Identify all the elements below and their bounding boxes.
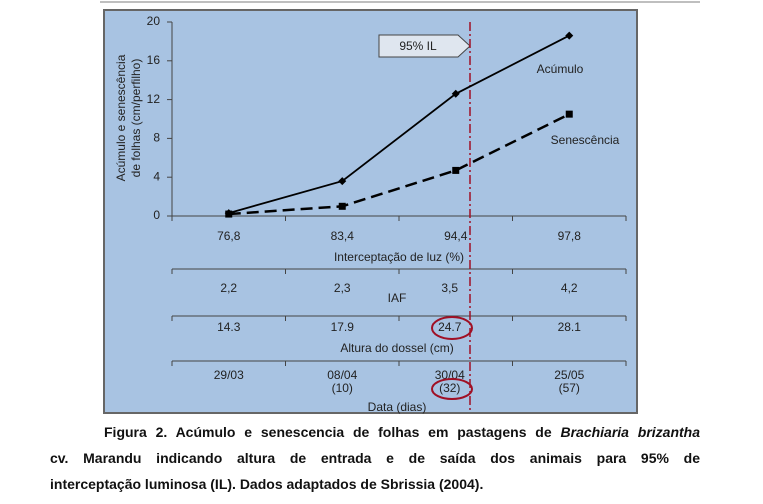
- row-subvalue: (57): [559, 381, 580, 395]
- x-tick-label: 97,8: [558, 229, 582, 243]
- x-tick-label: 94,4: [444, 229, 468, 243]
- caption-line: Figura 2. Acúmulo e senescencia de folha…: [104, 424, 700, 440]
- y-tick-label: 8: [153, 131, 160, 145]
- y-tick-label: 12: [147, 92, 161, 106]
- point: [452, 166, 460, 174]
- highlight: [431, 378, 473, 400]
- y-tick-label: 4: [153, 169, 160, 183]
- y-tick-label: 0: [153, 208, 160, 222]
- chart-frame: [103, 9, 638, 414]
- row-value: 17.9: [331, 320, 355, 334]
- point: [338, 177, 347, 186]
- y-axis-title: Acúmulo e senescência: [114, 54, 128, 181]
- row-subvalue: (10): [332, 381, 353, 395]
- y-axis-title: de folhas (cm/perfilho): [129, 59, 143, 178]
- series-line: [228, 34, 570, 214]
- row-value: 08/04: [327, 368, 357, 382]
- x-tick-label: 83,4: [331, 229, 355, 243]
- row-value: 14.3: [217, 320, 241, 334]
- caption-text: Figura 2. Acúmulo e senescencia de folha…: [104, 424, 552, 440]
- legend-label: Acúmulo: [537, 62, 584, 76]
- x-tick-label: 76,8: [217, 229, 241, 243]
- row-value: 24.7: [438, 320, 462, 334]
- caption-line: interceptação luminosa (IL). Dados adapt…: [50, 476, 484, 492]
- row-value: 3,5: [441, 281, 458, 295]
- highlight: [431, 316, 473, 340]
- point: [225, 210, 233, 218]
- row-label: IAF: [388, 291, 407, 305]
- row-value: 25/05: [554, 368, 584, 382]
- caption-species: Brachiaria brizantha: [560, 424, 700, 440]
- x-axis-title: Interceptação de luz (%): [334, 250, 464, 264]
- row-value: 28.1: [558, 320, 582, 334]
- point: [565, 110, 573, 118]
- row-value: 2,2: [220, 281, 237, 295]
- y-tick-label: 20: [147, 14, 161, 28]
- caption-line: cv. Marandu indicando altura de entrada …: [50, 450, 700, 466]
- series-line: [228, 113, 570, 216]
- row-value: 29/03: [214, 368, 244, 382]
- marker-label: 95% IL: [399, 39, 437, 53]
- row-value: 4,2: [561, 281, 578, 295]
- legend-label: Senescência: [551, 133, 620, 147]
- point: [565, 31, 574, 40]
- marker-box: [378, 34, 471, 58]
- y-tick-label: 16: [147, 53, 161, 67]
- point: [338, 202, 346, 210]
- row-label: Data (dias): [368, 400, 427, 414]
- chart: 0 4 8 12 16 20 Acúmulo e senescência de folhas …: [100, 1, 700, 414]
- row-subvalue: (32): [439, 381, 460, 395]
- point: [451, 89, 460, 98]
- row-value: 2,3: [334, 281, 351, 295]
- row-label: Altura do dossel (cm): [340, 341, 453, 355]
